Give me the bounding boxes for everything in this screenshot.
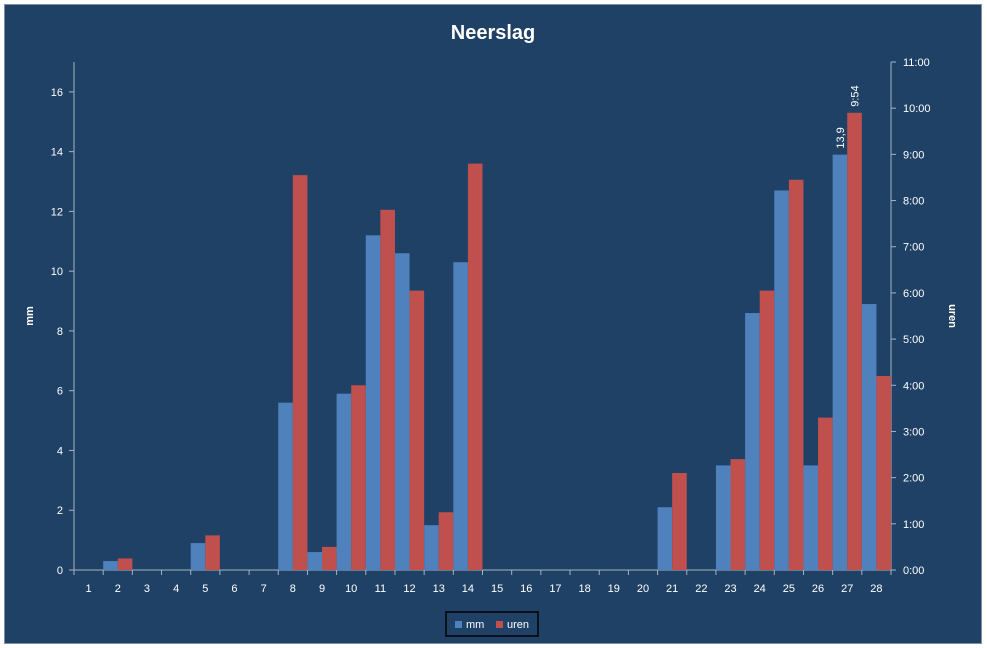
x-tick-label: 17 [549,583,561,595]
bar-uren-25 [788,179,804,570]
bar-mm-9 [307,552,323,570]
right-tick-label: 10:00 [903,103,931,115]
bar-uren-9 [322,546,337,570]
legend: mm uren [445,611,539,637]
x-tick-label: 18 [579,583,591,595]
bar-uren-2 [117,558,133,570]
legend-label-mm: mm [466,619,484,631]
x-tick-label: 3 [144,583,150,595]
x-tick-label: 16 [520,583,532,595]
chart-title: Neerslag [451,22,536,44]
y-axis-title: mm [24,306,36,326]
left-tick-label: 10 [51,266,63,278]
bar-mm-5 [190,543,206,570]
legend-label-uren: uren [507,619,529,631]
x-tick-label: 14 [462,583,474,595]
bar-uren-13 [438,512,454,570]
right-tick-label: 5:00 [903,334,924,346]
x-tick-label: 27 [841,583,853,595]
left-tick-label: 12 [51,206,63,218]
left-tick-label: 14 [51,147,63,159]
y2-axis-title: uren [946,304,958,328]
right-tick-label: 9:00 [903,149,924,161]
x-tick-label: 21 [666,583,678,595]
bar-mm-2 [103,561,118,570]
x-tick-label: 19 [608,583,620,595]
x-tick-label: 22 [695,583,707,595]
left-tick-label: 8 [57,326,63,338]
right-tick-label: 7:00 [903,242,924,254]
bar-mm-25 [774,190,789,570]
right-tick-label: 1:00 [903,519,924,531]
legend-swatch-uren [496,621,503,628]
x-tick-label: 6 [231,583,237,595]
bar-mm-23 [715,465,731,570]
bar-mm-13 [424,525,439,570]
bar-mm-12 [394,253,410,570]
x-tick-label: 15 [491,583,503,595]
right-tick-label: 6:00 [903,288,924,300]
x-tick-label: 24 [754,583,766,595]
bar-mm-10 [336,393,352,570]
x-tick-label: 7 [261,583,267,595]
left-tick-label: 16 [51,87,63,99]
bar-uren-23 [730,459,746,570]
bar-uren-10 [351,385,366,570]
data-label-uren-27: 9:54 [850,85,862,106]
axes: 02468101214160:001:002:003:004:005:006:0… [24,57,958,595]
right-tick-label: 11:00 [903,57,930,69]
x-tick-label: 10 [345,583,357,595]
bar-uren-12 [409,290,425,570]
right-tick-label: 8:00 [903,196,924,208]
left-tick-label: 4 [57,445,63,457]
x-tick-label: 11 [375,583,386,595]
bar-uren-8 [292,175,308,571]
bar-uren-24 [759,290,775,570]
chart-frame: Neerslag 0 2 4 6 8 10 12 14 16 0:00 1:00 2:00 3:00 4:… [4,4,982,644]
right-tick-label: 3:00 [903,426,924,438]
right-tick-label: 2:00 [903,473,924,485]
bar-mm-28 [861,304,877,570]
bar-mm-14 [453,262,468,570]
bar-mm-21 [657,507,673,570]
x-tick-label: 4 [173,583,179,595]
labels: 13,9 9:54 [835,85,862,148]
x-tick-label: 25 [783,583,795,595]
x-tick-label: 23 [724,583,736,595]
bar-uren-14 [467,163,483,570]
x-tick-label: 12 [403,583,415,595]
x-tick-label: 1 [86,583,92,595]
bar-uren-27 [847,112,862,571]
bar-mm-26 [803,465,819,570]
bar-mm-27 [832,154,848,570]
x-tick-label: 28 [870,583,882,595]
x-tick-label: 13 [433,583,445,595]
bar-mm-8 [278,402,293,570]
x-tick-label: 8 [290,583,296,595]
left-tick-label: 0 [57,565,63,577]
x-tick-label: 26 [812,583,824,595]
bar-uren-11 [380,209,395,571]
x-tick-label: 2 [115,583,121,595]
data-label-mm-27: 13,9 [835,127,847,148]
chart-canvas: Neerslag 02468101214160:001:002:003:004:… [24,22,958,637]
left-tick-label: 6 [57,386,63,398]
bar-mm-24 [745,313,760,570]
x-tick-label: 9 [319,583,325,595]
legend-swatch-mm [455,621,462,628]
bar-uren-5 [205,535,220,570]
right-tick-label: 0:00 [903,565,924,577]
right-tick-label: 4:00 [903,380,924,392]
bar-uren-21 [672,473,687,570]
x-tick-label: 20 [637,583,649,595]
bar-mm-11 [365,235,381,571]
bar-uren-28 [876,376,891,570]
x-tick-label: 5 [202,583,208,595]
bar-uren-26 [818,417,833,570]
left-tick-label: 2 [57,505,63,517]
bars [103,112,891,571]
